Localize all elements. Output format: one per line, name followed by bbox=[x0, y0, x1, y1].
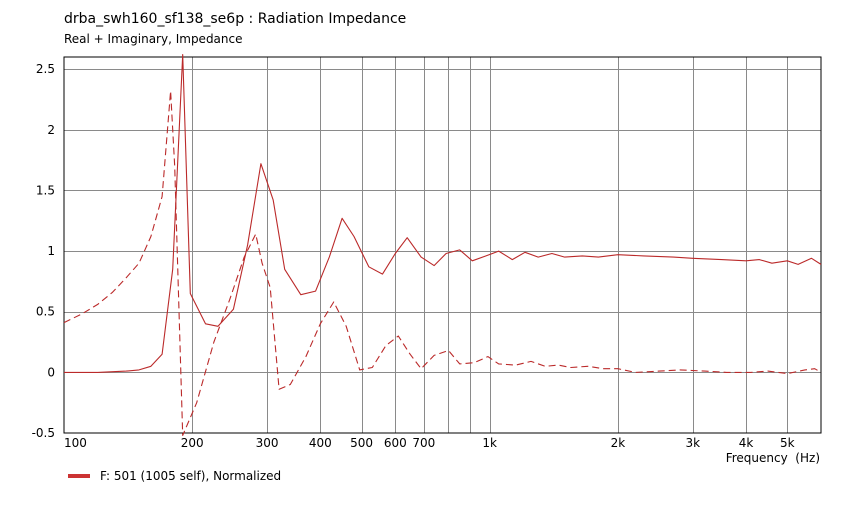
y-tick-label: 2 bbox=[47, 123, 55, 137]
chart-canvas: 2.5 2 1.5 1 0.5 0 -0.5 100 200 300 400 500 600 700 1k… bbox=[32, 54, 822, 465]
x-tick-label: 2k bbox=[611, 436, 626, 450]
x-tick-label: 600 bbox=[384, 436, 407, 450]
y-axis-ticks: 2.5 2 1.5 1 0.5 0 -0.5 bbox=[32, 62, 55, 440]
x-axis-label: Frequency (Hz) bbox=[726, 451, 820, 465]
x-axis-ticks: 100 200 300 400 500 600 700 1k 2k 3k 4k 5k bbox=[64, 436, 795, 450]
series-layer bbox=[63, 54, 822, 436]
legend-label: F: 501 (1005 self), Normalized bbox=[100, 469, 282, 483]
series-line-dashed bbox=[63, 90, 822, 436]
plot-area-frame bbox=[63, 56, 822, 434]
y-tick-label: 0 bbox=[47, 365, 55, 379]
x-tick-label: 700 bbox=[412, 436, 435, 450]
x-tick-label: 4k bbox=[739, 436, 754, 450]
y-tick-label: -0.5 bbox=[32, 426, 55, 440]
x-tick-label: 400 bbox=[309, 436, 332, 450]
legend-swatch bbox=[68, 474, 90, 478]
x-tick-label: 200 bbox=[181, 436, 204, 450]
legend: F: 501 (1005 self), Normalized bbox=[68, 469, 281, 483]
x-tick-label: 300 bbox=[256, 436, 279, 450]
x-tick-label: 3k bbox=[686, 436, 701, 450]
grid-layer bbox=[64, 57, 821, 433]
x-tick-label: 500 bbox=[350, 436, 373, 450]
x-tick-label: 100 bbox=[64, 436, 87, 450]
y-tick-label: 1.5 bbox=[36, 183, 55, 197]
chart-title: drba_swh160_sf138_se6p : Radiation Imped… bbox=[64, 11, 407, 27]
y-tick-label: 0.5 bbox=[36, 305, 55, 319]
y-tick-label: 2.5 bbox=[36, 62, 55, 76]
chart-subtitle: Real + Imaginary, Impedance bbox=[64, 32, 243, 46]
x-tick-label: 1k bbox=[482, 436, 497, 450]
series-line-solid bbox=[64, 54, 822, 373]
x-tick-label: 5k bbox=[780, 436, 795, 450]
y-tick-label: 1 bbox=[47, 244, 55, 258]
